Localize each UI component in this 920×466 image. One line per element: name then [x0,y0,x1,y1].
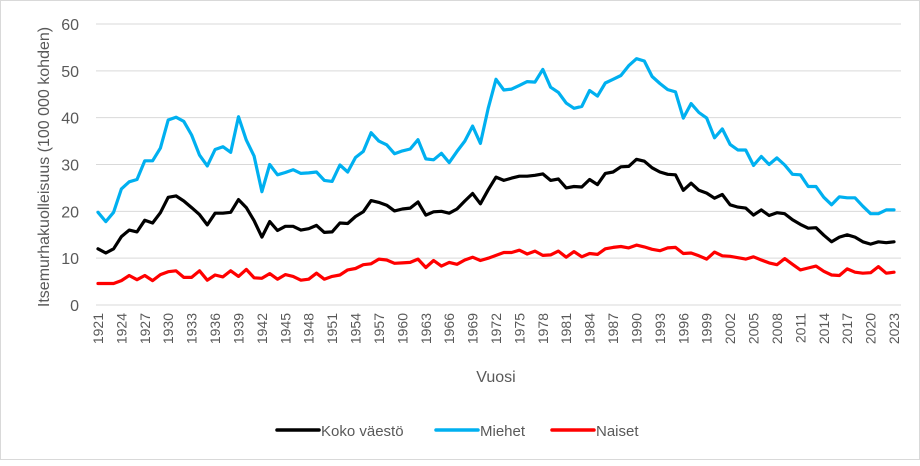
x-tick-label: 2002 [722,313,738,344]
y-axis-ticks: 0 10 20 30 40 50 60 [61,17,79,315]
x-axis-label: Vuosi [476,369,515,386]
y-tick-label: 40 [61,111,79,128]
y-tick-label: 10 [61,251,79,268]
x-tick-label: 2017 [839,313,855,344]
x-tick-label: 1990 [628,313,644,344]
series-line-miehet [96,57,896,224]
x-tick-label: 1924 [113,313,129,344]
legend-item: Naiset [550,423,639,440]
x-tick-label: 1993 [652,313,668,344]
x-tick-label: 1981 [558,313,574,344]
legend-label: Naiset [596,423,639,440]
x-tick-label: 1942 [254,313,270,344]
y-tick-label: 20 [61,204,79,221]
x-tick-label: 1987 [605,313,621,344]
legend: Koko väestö Miehet Naiset [275,423,639,440]
x-tick-label: 1972 [488,313,504,344]
x-tick-label: 1927 [137,313,153,344]
x-axis-ticks: 1921 1924 1927 1930 1933 1936 1939 1942 1945 1948… [90,313,902,344]
x-tick-label: 1948 [301,313,317,344]
series-lines [96,57,896,286]
x-tick-label: 1963 [418,313,434,344]
y-tick-label: 30 [61,158,79,175]
x-tick-label: 2014 [816,313,832,344]
x-tick-label: 1930 [160,313,176,344]
legend-item: Miehet [434,423,526,440]
y-tick-label: 60 [61,17,79,34]
x-tick-label: 1933 [184,313,200,344]
x-tick-label: 1939 [230,313,246,344]
y-tick-label: 0 [70,298,79,315]
x-tick-label: 1969 [465,313,481,344]
x-tick-label: 1954 [348,313,364,344]
x-tick-label: 1921 [90,313,106,344]
x-tick-label: 1978 [535,313,551,344]
series-line-koko-väestö [96,157,896,255]
x-tick-label: 2020 [863,313,879,344]
legend-item: Koko väestö [275,423,404,440]
legend-label: Miehet [480,423,526,440]
x-tick-label: 1957 [371,313,387,344]
x-tick-label: 2008 [769,313,785,344]
x-tick-label: 2011 [792,313,808,343]
y-tick-label: 50 [61,64,79,81]
x-tick-label: 1936 [207,313,223,344]
x-tick-label: 2005 [746,313,762,344]
series-line-naiset [96,243,896,286]
x-tick-label: 1996 [675,313,691,344]
x-tick-label: 2023 [886,313,902,344]
x-tick-label: 1984 [582,313,598,344]
x-tick-label: 1960 [394,313,410,344]
x-tick-label: 1951 [324,313,340,344]
x-tick-label: 1966 [441,313,457,344]
legend-label: Koko väestö [321,423,404,440]
x-tick-label: 1945 [277,313,293,344]
x-tick-label: 1999 [699,313,715,344]
y-axis-label: Itsemurhakuolleisuus (100 000 kohden) [36,27,53,307]
x-tick-label: 1975 [511,313,527,344]
